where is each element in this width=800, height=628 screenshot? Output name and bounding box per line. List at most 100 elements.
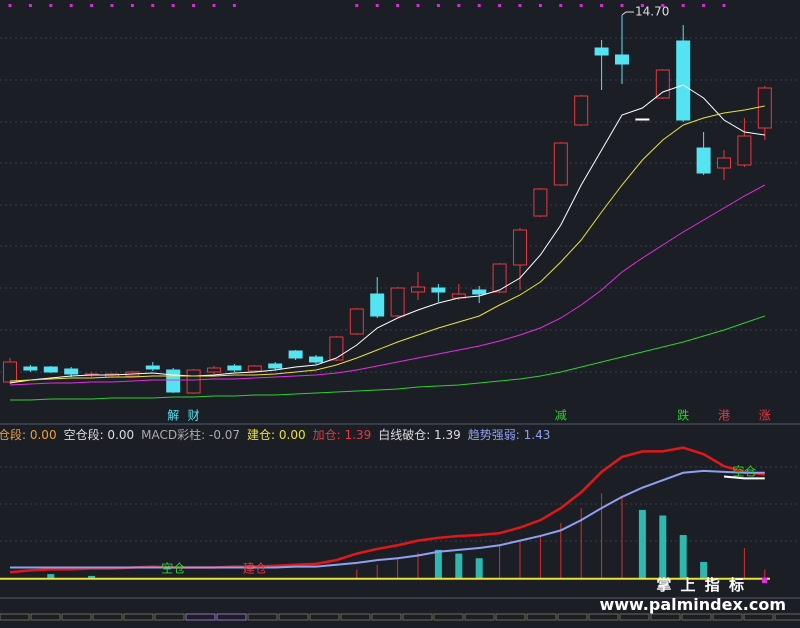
indicator-line	[723, 475, 765, 480]
indicator-header: 仓段: 0.00 空仓段: 0.00 MACD彩柱: -0.07 建仓: 0.00 加仓…	[0, 426, 557, 443]
signal-dot	[702, 4, 706, 7]
bottom-strip	[464, 613, 495, 621]
signal-label: 空仓	[161, 562, 185, 576]
candle-body	[655, 69, 670, 99]
indicator-bar	[679, 535, 687, 579]
bottom-strip	[123, 613, 154, 621]
candle-body	[533, 188, 548, 217]
bottom-strip	[433, 613, 464, 621]
signal-dot	[579, 4, 583, 7]
bottom-strip	[340, 613, 371, 621]
indicator-bar	[475, 558, 483, 579]
indicator-bar	[539, 535, 541, 579]
signal-dot	[110, 4, 114, 7]
bottom-strip	[402, 613, 433, 621]
bottom-strip	[247, 613, 278, 621]
ma-line	[10, 315, 765, 401]
candle-body	[309, 356, 323, 363]
candle-body	[145, 365, 160, 370]
candle-body	[431, 287, 446, 293]
indicator-value: 趋势强弱: 1.43	[467, 428, 551, 442]
candle-body	[186, 369, 201, 394]
signal-dot	[600, 4, 604, 7]
bottom-strip	[30, 613, 61, 621]
signal-dot	[212, 4, 216, 7]
high-label: 14.70	[635, 5, 669, 19]
bottom-strip	[557, 613, 588, 621]
bottom-strip	[588, 613, 619, 621]
signal-label: 解	[167, 409, 179, 423]
indicator-bar	[621, 497, 623, 579]
candle-body	[23, 366, 38, 371]
indicator-bar	[580, 508, 582, 579]
candle-body	[492, 263, 507, 293]
bottom-strip	[278, 613, 309, 621]
high-pointer	[621, 11, 634, 16]
signal-dot	[232, 4, 236, 7]
signal-dot	[538, 4, 542, 7]
bottom-strip	[495, 613, 526, 621]
candle-body	[472, 289, 487, 295]
indicator-bar	[764, 569, 766, 579]
indicator-line	[10, 469, 765, 569]
candle-body	[3, 361, 17, 383]
bottom-strip	[0, 613, 30, 621]
candle-body	[268, 363, 283, 369]
indicator-bar	[700, 561, 708, 579]
candle-body	[717, 157, 731, 169]
indicator-value: 加仓: 1.39	[312, 428, 372, 442]
candle-body	[247, 365, 262, 372]
candle-body	[166, 369, 181, 393]
indicator-bar	[47, 574, 55, 579]
watermark: 掌 上 指 标 www.palmindex.com	[599, 574, 786, 614]
indicator-bar	[356, 569, 358, 579]
signal-label: 建仓	[243, 562, 267, 576]
signal-dot	[375, 4, 379, 7]
candle-body	[207, 367, 221, 373]
signal-dot	[69, 4, 73, 7]
signal-dot	[518, 4, 522, 7]
bottom-strip	[681, 613, 712, 621]
indicator-bar	[638, 509, 646, 579]
signal-dot	[436, 4, 440, 7]
signal-dot	[457, 4, 461, 7]
signal-label: 减	[555, 409, 567, 423]
indicator-bar	[88, 575, 96, 579]
signal-dot	[559, 4, 563, 7]
watermark-title: 掌 上 指 标	[656, 576, 746, 594]
ma-line	[9, 105, 765, 382]
candle-body	[227, 365, 242, 371]
candle-body	[615, 54, 629, 65]
candle-body	[64, 368, 79, 375]
signal-label: 涨	[759, 408, 771, 423]
bottom-strip	[774, 613, 800, 621]
indicator-bar	[659, 515, 667, 579]
bottom-strip	[61, 613, 92, 621]
bottom-strip	[92, 613, 123, 621]
indicator-value: 空仓段: 0.00	[63, 428, 135, 442]
signal-dot	[416, 4, 420, 7]
candle-body	[696, 147, 711, 174]
candle-body	[635, 118, 650, 121]
bottom-strip	[371, 613, 402, 621]
signal-dot	[640, 4, 644, 7]
bottom-strip	[712, 613, 743, 621]
candle-body	[594, 47, 609, 56]
candle-body	[737, 135, 752, 166]
indicator-bar	[397, 558, 399, 579]
signal-dot	[192, 4, 196, 7]
candle-body	[288, 350, 303, 359]
bottom-strip	[526, 613, 557, 621]
signal-label: 跌	[677, 408, 689, 423]
candle-body	[757, 87, 772, 129]
indicator-bar	[434, 549, 442, 579]
signal-dot	[396, 4, 400, 7]
indicator-bar	[519, 540, 521, 579]
signal-dot	[28, 4, 32, 7]
bottom-strip	[216, 613, 247, 621]
indicator-bar	[376, 564, 378, 579]
bottom-strip	[309, 613, 340, 621]
bottom-strip	[743, 613, 774, 621]
signal-dot	[151, 4, 155, 7]
